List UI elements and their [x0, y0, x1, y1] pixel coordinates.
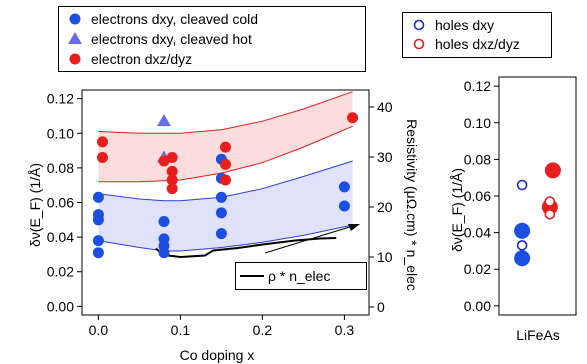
side-y-tick-label-3: 0.06	[464, 188, 491, 204]
legend-marker-icon	[59, 30, 91, 48]
point-s2-5	[166, 174, 178, 186]
side-y-tick-label-0: 0.00	[464, 298, 491, 314]
side-plot: 0.00 0.02 0.04 0.06 0.08 0.10 0.12 δν(E_F) (1/…	[449, 76, 577, 343]
legend-marker-icon	[236, 267, 268, 285]
y2-tick-label-3: 30	[377, 149, 393, 165]
y-tick-label-5: 0.10	[47, 125, 74, 141]
legend-electrons: electrons dxy, cleaved cold electrons dxy…	[58, 6, 366, 72]
side-points	[514, 162, 561, 267]
y2-tick-label-1: 10	[377, 249, 393, 265]
x-tick-label-2: 0.2	[253, 322, 273, 338]
side-point-s3-1	[544, 209, 556, 220]
point-s2-3	[166, 152, 178, 163]
point-s2-0	[97, 136, 108, 148]
main-y2-axis: 0 10 20 30 40	[369, 99, 393, 315]
point-s0-12	[215, 207, 227, 219]
main-y-axis-label: δν(E_F) (1/Å)	[27, 163, 43, 247]
point-s2-7	[220, 141, 231, 153]
y-tick-label-0: 0.00	[47, 298, 74, 314]
side-y-tick-label-5: 0.10	[464, 115, 491, 131]
point-s0-15	[338, 200, 350, 212]
point-s0-0	[92, 191, 104, 203]
y2-tick-label-4: 40	[377, 99, 393, 115]
legend-label: ρ * n_elec	[268, 268, 331, 284]
y-tick-label-6: 0.12	[47, 91, 74, 107]
band-upper-1	[98, 160, 353, 202]
side-point-s2-0	[516, 179, 528, 191]
legend-item: electron dxz/dyz	[59, 50, 192, 68]
x-tick-label-0: 0.0	[89, 322, 109, 338]
side-point-s0-0	[514, 222, 531, 239]
legend-item: electrons dxy, cleaved hot	[59, 30, 252, 48]
y-tick-label-2: 0.04	[47, 229, 74, 245]
point-s0-14	[338, 181, 350, 193]
point-s0-8	[158, 247, 170, 259]
legend-marker-icon	[59, 10, 91, 28]
side-point-s3-0	[544, 196, 556, 207]
side-y-tick-label-4: 0.08	[464, 151, 491, 167]
point-s0-4	[92, 247, 104, 259]
y-tick-label-4: 0.08	[47, 160, 74, 176]
legend-marker-icon	[59, 50, 91, 68]
band-upper-0	[98, 91, 353, 134]
point-s2-4	[166, 165, 178, 177]
main-y2-axis-label: Resistivity (μΩ.cm) * n_elec	[404, 119, 420, 291]
legend-marker-icon	[403, 16, 435, 34]
main-x-axis: 0.0 0.1 0.2 0.3	[89, 315, 355, 338]
point-s2-6	[166, 183, 178, 195]
legend-label: electrons dxy, cleaved cold	[91, 11, 259, 27]
legend-resistivity: ρ * n_elec	[235, 262, 367, 290]
point-s2-1	[97, 152, 108, 163]
side-point-s1-0	[544, 162, 561, 179]
side-y-axis: 0.00 0.02 0.04 0.06 0.08 0.10 0.12	[464, 78, 499, 314]
y-tick-label-3: 0.06	[47, 195, 74, 211]
point-s0-13	[215, 228, 227, 240]
point-s0-5	[158, 216, 170, 228]
side-y-axis-label: δν(E_F) (1/Å)	[449, 168, 465, 252]
main-y-axis: 0.00 0.02 0.04 0.06 0.08 0.10 0.12	[47, 91, 82, 314]
legend-label: electrons dxy, cleaved hot	[91, 31, 252, 47]
side-y-tick-label-2: 0.04	[464, 225, 491, 241]
band-lower-1	[98, 224, 353, 252]
band-fill-1	[98, 161, 353, 251]
legend-item: electrons dxy, cleaved cold	[59, 10, 258, 28]
legend-item: holes dxz/dyz	[403, 35, 520, 53]
main-x-axis-label: Co doping x	[180, 347, 255, 363]
point-s0-11	[215, 191, 227, 203]
legend-item: holes dxy	[403, 16, 494, 34]
legend-holes: holes dxy holes dxz/dyz	[402, 12, 552, 58]
y2-tick-label-0: 0	[377, 299, 385, 315]
side-y-tick-label-1: 0.02	[464, 261, 491, 277]
main-bands	[98, 91, 353, 252]
legend-label: electron dxz/dyz	[91, 51, 193, 67]
main-points	[92, 112, 359, 259]
point-s1-0	[157, 114, 171, 127]
point-s0-3	[92, 235, 104, 247]
side-y-tick-label-6: 0.12	[464, 78, 491, 94]
y2-tick-label-2: 20	[377, 199, 393, 215]
point-s0-2	[92, 214, 104, 226]
point-s2-10	[347, 112, 359, 124]
legend-label: holes dxy	[435, 17, 495, 33]
side-x-axis-label: LiFeAs	[516, 327, 560, 343]
x-tick-label-1: 0.1	[171, 322, 191, 338]
side-point-s0-1	[514, 250, 531, 267]
legend-marker-icon	[403, 35, 435, 53]
point-s2-9	[220, 174, 231, 186]
side-plot-frame	[498, 76, 577, 316]
legend-item: ρ * n_elec	[236, 267, 330, 285]
legend-label: holes dxz/dyz	[435, 36, 520, 52]
side-point-s2-1	[516, 240, 528, 251]
y-tick-label-1: 0.02	[47, 264, 74, 280]
x-tick-label-3: 0.3	[335, 322, 355, 338]
point-s2-8	[220, 158, 231, 170]
main-plot: 0.0 0.1 0.2 0.3 0.00 0.02 0.04 0.06 0.08 0.10 0.1…	[27, 89, 420, 363]
trend-arrow	[264, 224, 360, 254]
